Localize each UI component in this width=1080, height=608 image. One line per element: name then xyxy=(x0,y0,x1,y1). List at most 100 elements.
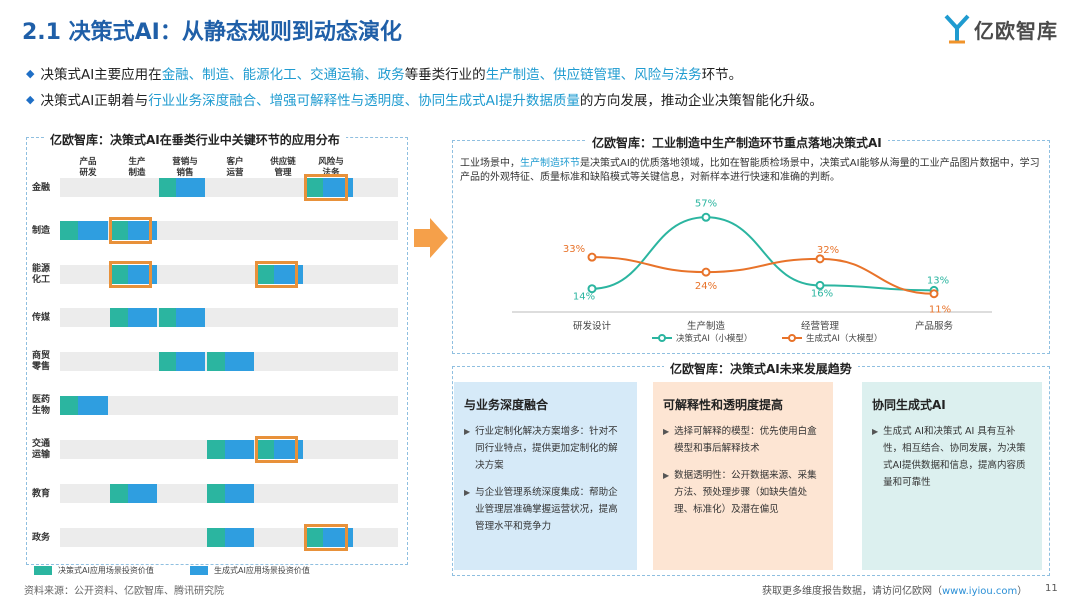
row-track xyxy=(60,436,398,463)
decision-ai-segment xyxy=(159,308,176,327)
column-header: 生产 制造 xyxy=(128,157,146,178)
line-chart: 研发设计 生产制造 经营管理 产品服务 14% 57% 16% 13% 33% 24% 32% 11%… xyxy=(512,198,992,344)
trend-card-title: 可解释性和透明度提高 xyxy=(663,398,784,412)
decision-ai-segment xyxy=(207,528,225,547)
generative-ai-segment xyxy=(225,352,254,371)
row-label: 医药 生物 xyxy=(32,395,51,416)
row-label: 制造 xyxy=(32,225,51,236)
arrow-bullet-icon: ▶ xyxy=(464,427,471,436)
highlight-box xyxy=(304,524,348,551)
data-label: 24% xyxy=(695,281,717,292)
generative-ai-segment xyxy=(176,352,205,371)
row-label: 政务 xyxy=(32,532,51,543)
decision-ai-segment xyxy=(60,221,78,240)
trend-card-title: 协同生成式AI xyxy=(872,398,946,412)
trend-item-text: 数据透明性：公开数据来源、采集方法、预处理步骤（如缺失值处理、标准化）及潜在偏见 xyxy=(674,470,817,515)
decision-ai-segment xyxy=(159,178,176,197)
decision-ai-segment xyxy=(207,440,225,459)
row-label: 教育 xyxy=(32,488,51,499)
column-header: 产品 研发 xyxy=(79,157,97,178)
trend-item-text: 生成式 AI和决策式 AI 具有互补性，相互结合、协同发展，为决策式AI提供数据… xyxy=(883,426,1026,488)
data-label: 33% xyxy=(563,244,585,255)
footer-link[interactable]: www.iyiou.com xyxy=(942,586,1018,597)
trend-item: ▶ 选择可解释的模型：优先使用白盒模型和事后解释技术 xyxy=(663,423,823,457)
row-label: 金融 xyxy=(32,182,51,193)
legend-swatch xyxy=(34,566,52,575)
row-track xyxy=(60,484,398,503)
highlight-box xyxy=(109,261,152,288)
x-tick-label: 生产制造 xyxy=(687,320,726,332)
bullet-text: 的方向发展，推动企业决策智能化升级。 xyxy=(579,93,823,109)
legend-marker xyxy=(788,334,796,342)
row-label: 传媒 xyxy=(32,312,51,323)
decision-ai-segment xyxy=(110,265,128,284)
arrow-bullet-icon: ▶ xyxy=(663,427,670,436)
data-label: 57% xyxy=(695,198,717,209)
trend-item: ▶ 数据透明性：公开数据来源、采集方法、预处理步骤（如缺失值处理、标准化）及潜在偏… xyxy=(663,467,823,518)
generative-ai-segment xyxy=(176,178,205,197)
trend-card: 协同生成式AI ▶ 生成式 AI和决策式 AI 具有互补性，相互结合、协同发展，为决… xyxy=(862,382,1042,570)
highlight-box xyxy=(255,261,298,288)
description-text: 生产制造环节 xyxy=(520,158,580,169)
trend-item-text: 行业定制化解决方案增多：针对不同行业特点，提供更加定制化的解决方案 xyxy=(475,426,618,471)
generative-ai-segment xyxy=(225,528,254,547)
decision-ai-segment xyxy=(256,265,274,284)
row-track xyxy=(60,396,398,415)
brand-logo: 亿欧智库 xyxy=(944,14,1058,44)
generative-ai-segment xyxy=(225,484,254,503)
decision-ai-segment xyxy=(159,352,176,371)
source-note: 资料来源：公开资料、亿欧智库、腾讯研究院 xyxy=(24,586,224,597)
row-label: 交通 运输 xyxy=(32,439,51,460)
bullet-2: ◆ 决策式AI正朝着与行业业务深度融合、增强可解释性与透明度、协同生成式AI提升数… xyxy=(26,89,823,110)
diamond-icon: ◆ xyxy=(26,92,35,106)
column-header: 客户 运营 xyxy=(226,157,244,178)
legend-swatch xyxy=(190,566,208,575)
diamond-icon: ◆ xyxy=(26,66,35,80)
data-point xyxy=(929,289,939,299)
chart-description: 工业场景中，生产制造环节是决策式AI的优质落地领域，比如在智能质检场景中，决策式… xyxy=(460,157,1040,185)
decision-ai-segment xyxy=(207,352,225,371)
decision-ai-segment xyxy=(256,440,274,459)
row-label: 商贸 零售 xyxy=(32,351,51,372)
bullet-text: 等垂类行业的 xyxy=(404,67,486,83)
data-point xyxy=(701,267,711,277)
arrow-bullet-icon: ▶ xyxy=(464,488,471,497)
row-track xyxy=(60,308,398,327)
logo-icon xyxy=(944,14,970,44)
legend-generative: 生成式AI应用场景投资价值 xyxy=(190,565,310,576)
arrow-bullet-icon: ▶ xyxy=(663,471,670,480)
highlight-box xyxy=(109,217,152,244)
generative-ai-segment xyxy=(128,484,157,503)
decision-ai-segment xyxy=(110,308,128,327)
data-label: 11% xyxy=(929,305,951,316)
description-text: 是决策式AI的优质落地领域，比如在智能质检场景中，决策式AI能够从海量的工业产品… xyxy=(460,158,1040,183)
industry-panel-title: 亿欧智库：决策式AI在垂类行业中关键环节的应用分布 xyxy=(44,131,346,148)
trend-card-title: 与业务深度融合 xyxy=(464,398,549,412)
bullet-1: ◆ 决策式AI主要应用在金融、制造、能源化工、交通运输、政务等垂类行业的生产制造、… xyxy=(26,63,742,84)
page-number: 11 xyxy=(1045,583,1058,594)
bullet-text: 金融、制造、能源化工、交通运输、政务 xyxy=(161,67,405,83)
bullet-text: 行业业务深度融合、增强可解释性与透明度、协同生成式AI提升数据质量 xyxy=(148,93,580,109)
decision-ai-segment xyxy=(110,484,128,503)
data-label: 14% xyxy=(573,292,595,303)
decision-ai-segment xyxy=(207,484,225,503)
generative-ai-segment xyxy=(128,308,157,327)
data-point xyxy=(587,284,597,294)
legend-decision: 决策式AI应用场景投资价值 xyxy=(34,565,154,576)
generative-ai-segment xyxy=(225,440,254,459)
highlight-box xyxy=(255,436,298,463)
row-track xyxy=(60,174,398,201)
data-point xyxy=(701,212,711,222)
right-arrow-icon xyxy=(414,218,448,258)
data-point xyxy=(587,252,597,262)
column-header: 风险与 法务 xyxy=(318,157,344,178)
decision-ai-segment xyxy=(305,528,323,547)
decision-ai-segment xyxy=(110,221,128,240)
column-header: 供应链 管理 xyxy=(270,157,296,178)
trend-item: ▶ 与企业管理系统深度集成：帮助企业管理层准确掌握运营状况，提高管理水平和竞争力 xyxy=(464,484,627,535)
data-label: 13% xyxy=(927,275,949,286)
series-line xyxy=(591,216,935,292)
trend-item: ▶ 行业定制化解决方案增多：针对不同行业特点，提供更加定制化的解决方案 xyxy=(464,423,627,474)
x-tick-label: 经营管理 xyxy=(801,320,840,332)
series-line xyxy=(591,256,935,295)
